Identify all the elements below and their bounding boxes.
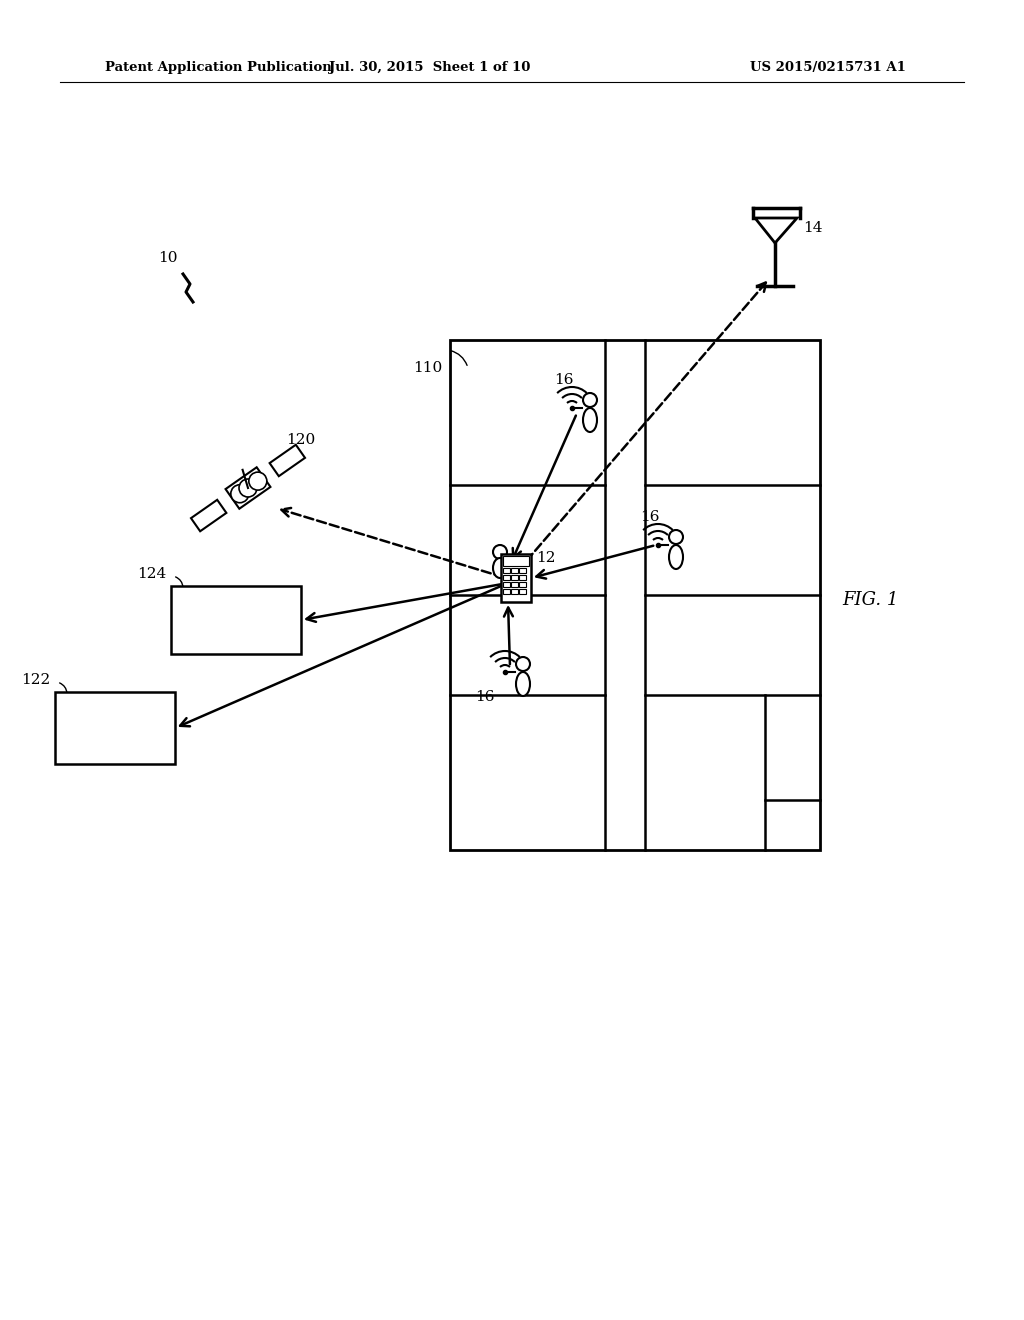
Ellipse shape — [669, 545, 683, 569]
Text: 16: 16 — [554, 374, 573, 387]
Text: 122: 122 — [20, 673, 50, 686]
Circle shape — [583, 393, 597, 407]
Text: Patent Application Publication: Patent Application Publication — [105, 62, 332, 74]
Text: US 2015/0215731 A1: US 2015/0215731 A1 — [750, 62, 906, 74]
Bar — [511, 568, 518, 573]
Polygon shape — [269, 445, 305, 477]
Bar — [511, 589, 518, 594]
Text: Positioning: Positioning — [69, 711, 162, 729]
Bar — [503, 589, 510, 594]
Text: 120: 120 — [286, 433, 315, 447]
Circle shape — [493, 545, 507, 558]
Bar — [503, 582, 510, 587]
Bar — [519, 589, 526, 594]
Polygon shape — [225, 467, 270, 508]
Bar — [503, 568, 510, 573]
Circle shape — [669, 531, 683, 544]
Text: Map Server: Map Server — [186, 611, 286, 628]
Polygon shape — [755, 218, 797, 243]
Ellipse shape — [493, 558, 507, 578]
Text: FIG. 1: FIG. 1 — [842, 591, 898, 609]
Text: 12: 12 — [536, 550, 555, 565]
Bar — [503, 576, 510, 579]
Text: 14: 14 — [803, 220, 822, 235]
Text: 124: 124 — [137, 568, 166, 581]
Circle shape — [249, 473, 267, 490]
Bar — [503, 556, 529, 566]
Bar — [450, 341, 820, 850]
Circle shape — [230, 484, 249, 503]
Bar — [55, 692, 175, 764]
Circle shape — [239, 479, 257, 498]
Bar — [171, 586, 301, 653]
Text: 10: 10 — [158, 251, 177, 265]
Polygon shape — [191, 500, 226, 531]
Bar — [511, 576, 518, 579]
Text: Server: Server — [87, 730, 143, 747]
Bar — [519, 582, 526, 587]
Bar — [519, 568, 526, 573]
Ellipse shape — [583, 408, 597, 432]
Bar — [501, 554, 531, 602]
Bar — [511, 582, 518, 587]
Ellipse shape — [516, 672, 530, 696]
Text: Jul. 30, 2015  Sheet 1 of 10: Jul. 30, 2015 Sheet 1 of 10 — [330, 62, 530, 74]
Bar — [519, 576, 526, 579]
Text: 16: 16 — [475, 690, 495, 704]
Text: 110: 110 — [413, 360, 442, 375]
Circle shape — [516, 657, 530, 671]
Text: 16: 16 — [640, 510, 659, 524]
